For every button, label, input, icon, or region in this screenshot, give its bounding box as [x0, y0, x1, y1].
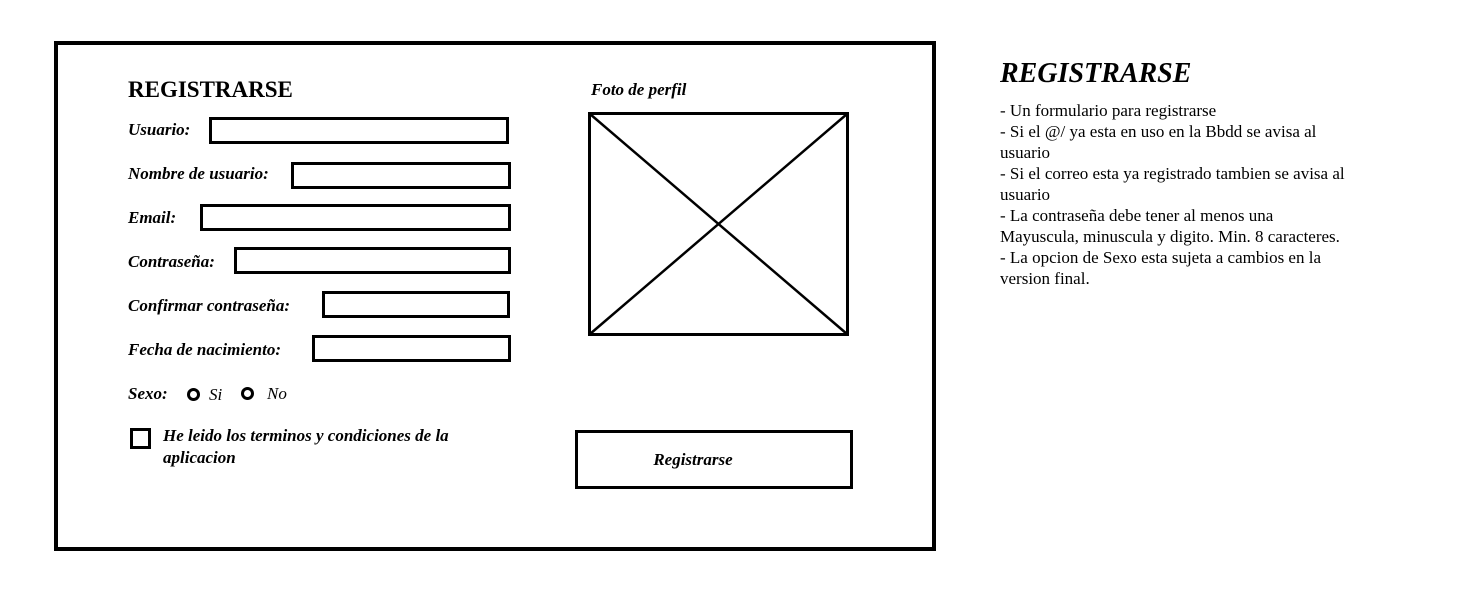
- sexo-no-radio[interactable]: [241, 387, 254, 400]
- notes-item: - La opcion de Sexo esta sujeta a cambio…: [1000, 248, 1321, 288]
- terms-checkbox[interactable]: [130, 428, 151, 449]
- photo-label: Foto de perfil: [591, 80, 687, 99]
- terms-label: He leido los terminos y condiciones de l…: [163, 426, 449, 467]
- form-title: REGISTRARSE: [128, 77, 293, 102]
- contrasena-label: Contraseña:: [128, 252, 215, 271]
- confirmar-contrasena-input[interactable]: [322, 291, 510, 318]
- sexo-label: Sexo:: [128, 384, 168, 403]
- sexo-no-label: No: [267, 384, 287, 403]
- email-label: Email:: [128, 208, 177, 227]
- confirmar-contrasena-label: Confirmar contraseña:: [128, 296, 290, 315]
- notes-title: REGISTRARSE: [1000, 58, 1192, 89]
- nombre-usuario-label: Nombre de usuario:: [128, 164, 269, 183]
- contrasena-input[interactable]: [234, 247, 511, 274]
- sexo-si-radio[interactable]: [187, 388, 200, 401]
- usuario-input[interactable]: [209, 117, 509, 144]
- nombre-usuario-input[interactable]: [291, 162, 511, 189]
- sexo-si-label: Si: [209, 385, 223, 404]
- usuario-label: Usuario:: [128, 120, 191, 139]
- notes-item: - Un formulario para registrarse: [1000, 101, 1217, 120]
- register-button-label: Registrarse: [653, 449, 733, 469]
- register-button[interactable]: Registrarse: [575, 430, 853, 489]
- notes-item: - La contraseña debe tener al menos una …: [1000, 206, 1340, 246]
- image-placeholder-icon[interactable]: [588, 112, 849, 336]
- notes-list: - Un formulario para registrarse - Si el…: [1000, 100, 1345, 289]
- notes-item: - Si el @/ ya esta en uso en la Bbdd se …: [1000, 122, 1317, 162]
- fecha-nacimiento-input[interactable]: [312, 335, 511, 362]
- email-input[interactable]: [200, 204, 511, 231]
- registration-form-frame: [54, 41, 936, 551]
- fecha-nacimiento-label: Fecha de nacimiento:: [128, 340, 281, 359]
- notes-item: - Si el correo esta ya registrado tambie…: [1000, 164, 1345, 204]
